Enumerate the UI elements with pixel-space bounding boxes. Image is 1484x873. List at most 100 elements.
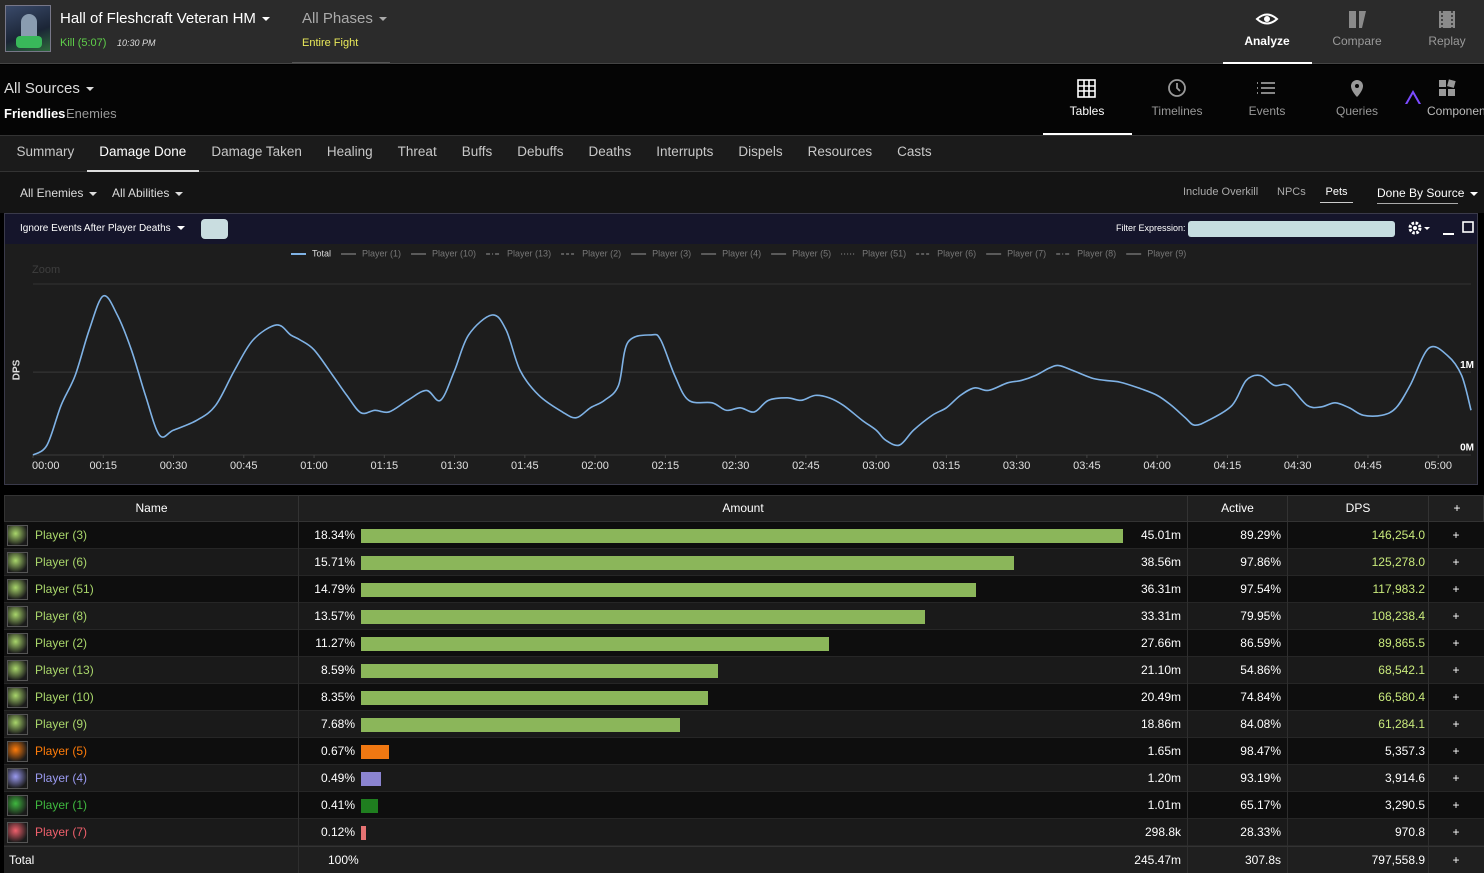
row-name[interactable]: Player (6) (35, 555, 88, 569)
column-divider (1287, 576, 1288, 603)
tab[interactable]: Deaths (588, 144, 632, 159)
ability-select[interactable]: All Abilities (112, 186, 183, 200)
table-row: Player (7) 0.12% 298.8k 28.33% 970.8 + (4, 819, 1484, 846)
tab[interactable]: Summary (16, 144, 75, 159)
option-pets[interactable]: Pets (1320, 186, 1353, 203)
row-dps: 125,278.0 (1371, 555, 1425, 569)
grouping-select[interactable]: Done By Source (1377, 186, 1478, 200)
class-icon (7, 552, 28, 573)
row-expand[interactable]: + (1452, 636, 1460, 650)
row-name[interactable]: Player (13) (35, 663, 94, 677)
view-queries[interactable]: Queries (1335, 104, 1379, 118)
encounter-title[interactable]: Hall of Fleshcraft Veteran HM (60, 10, 270, 27)
nav-replay[interactable]: Replay (1428, 34, 1466, 48)
row-percent: 13.57% (314, 609, 355, 623)
option-npcs[interactable]: NPCs (1277, 186, 1306, 198)
tab[interactable]: Resources (807, 144, 873, 159)
column-header[interactable]: Name (5, 496, 299, 523)
amount-bar (361, 691, 708, 705)
row-expand[interactable]: + (1452, 582, 1460, 596)
phase-underline (292, 62, 390, 63)
row-name[interactable]: Player (2) (35, 636, 88, 650)
enemy-select[interactable]: All Enemies (20, 186, 97, 200)
row-expand[interactable]: + (1452, 771, 1460, 785)
nav-analyze[interactable]: Analyze (1244, 34, 1290, 48)
row-expand[interactable]: + (1452, 798, 1460, 812)
x-tick-label: 04:00 (1143, 460, 1171, 472)
toggle-switch[interactable] (201, 219, 228, 239)
row-dps: 117,983.2 (1372, 582, 1426, 596)
row-expand[interactable]: + (1452, 853, 1460, 867)
row-name[interactable]: Player (8) (35, 609, 88, 623)
x-tick-label: 00:45 (230, 460, 258, 472)
view-tables[interactable]: Tables (1069, 104, 1105, 118)
option-overkill[interactable]: Include Overkill (1183, 186, 1259, 198)
row-name[interactable]: Player (51) (35, 582, 94, 596)
deaths-toggle[interactable]: Ignore Events After Player Deaths (20, 223, 185, 234)
add-column[interactable]: + (1453, 501, 1461, 515)
view-components[interactable]: Components (1427, 104, 1484, 118)
row-amount: 298.8k (1144, 825, 1181, 839)
column-divider (1287, 657, 1288, 684)
tab[interactable]: Healing (326, 144, 373, 159)
tab[interactable]: Threat (397, 144, 437, 159)
amount-bar (361, 664, 718, 678)
source-select[interactable]: All Sources (4, 80, 94, 97)
column-header[interactable]: Active (1188, 496, 1288, 523)
row-expand[interactable]: + (1452, 744, 1460, 758)
filter-input[interactable] (1188, 221, 1395, 237)
row-name[interactable]: Player (3) (35, 528, 88, 542)
view-events[interactable]: Events (1248, 104, 1286, 118)
x-tick-label: 03:00 (862, 460, 890, 472)
column-header[interactable]: Amount (299, 496, 1188, 523)
row-active: 54.86% (1240, 663, 1281, 677)
column-header[interactable]: DPS (1288, 496, 1429, 523)
row-expand[interactable]: + (1452, 690, 1460, 704)
row-name[interactable]: Player (9) (35, 717, 88, 731)
tab[interactable]: Dispels (738, 144, 783, 159)
amount-bar (361, 745, 389, 759)
row-name[interactable]: Player (4) (35, 771, 88, 785)
row-expand[interactable]: + (1452, 528, 1460, 542)
group-friendlies[interactable]: Friendlies (4, 106, 66, 121)
column-divider (298, 819, 299, 846)
row-expand[interactable]: + (1452, 717, 1460, 731)
tab[interactable]: Debuffs (517, 144, 564, 159)
column-divider (1428, 630, 1429, 657)
tab[interactable]: Damage Done (86, 136, 199, 172)
row-expand[interactable]: + (1452, 663, 1460, 677)
row-dps: 146,254.0 (1371, 528, 1425, 542)
amount-bar (361, 799, 379, 813)
tab[interactable]: Buffs (461, 144, 493, 159)
row-name[interactable]: Player (7) (35, 825, 88, 839)
group-enemies[interactable]: Enemies (66, 106, 117, 121)
row-name: Total (9, 853, 35, 867)
table-row: Player (51) 14.79% 36.31m 97.54% 117,983.2 + (4, 576, 1484, 603)
row-dps: 66,580.4 (1378, 690, 1425, 704)
row-expand[interactable]: + (1452, 825, 1460, 839)
phase-select[interactable]: All Phases (302, 10, 387, 27)
legend-label: Player (6) (937, 248, 976, 258)
row-amount: 21.10m (1140, 663, 1181, 677)
row-amount: 1.65m (1147, 744, 1181, 758)
table-total: Total 100% 245.47m 307.8s 797,558.9 + (4, 846, 1484, 873)
tab[interactable]: Interrupts (656, 144, 714, 159)
view-timelines[interactable]: Timelines (1151, 104, 1203, 118)
tab[interactable]: Damage Taken (211, 144, 302, 159)
class-icon (7, 579, 28, 600)
row-expand[interactable]: + (1452, 609, 1460, 623)
row-percent: 8.59% (320, 663, 355, 677)
class-icon (7, 741, 28, 762)
row-name[interactable]: Player (10) (35, 690, 94, 704)
table-row: Player (9) 7.68% 18.86m 84.08% 61,284.1 + (4, 711, 1484, 738)
phase-detail: Entire Fight (302, 37, 359, 49)
column-divider (298, 630, 299, 657)
row-expand[interactable]: + (1452, 555, 1460, 569)
zoom-label[interactable]: Zoom (32, 264, 61, 276)
nav-compare[interactable]: Compare (1332, 34, 1382, 48)
tab[interactable]: Casts (897, 144, 932, 159)
row-name[interactable]: Player (5) (35, 744, 88, 758)
row-name[interactable]: Player (1) (35, 798, 88, 812)
nav-active-underline (1223, 62, 1312, 64)
sources-bar (0, 65, 1484, 136)
